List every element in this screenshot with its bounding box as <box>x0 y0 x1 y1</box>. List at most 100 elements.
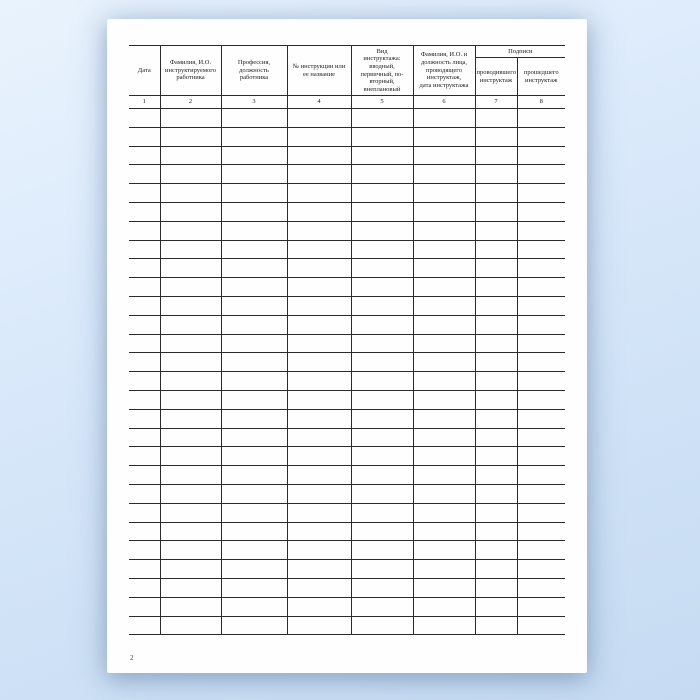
empty-cell <box>412 108 476 128</box>
empty-cell <box>159 408 222 429</box>
empty-cell <box>474 258 518 279</box>
empty-cell <box>220 389 288 410</box>
empty-cell <box>159 540 222 561</box>
empty-cell <box>159 352 222 373</box>
table-row <box>129 183 566 203</box>
empty-cell <box>286 126 352 147</box>
empty-cell <box>412 258 476 279</box>
empty-cell <box>516 577 566 598</box>
empty-cell <box>516 108 566 128</box>
empty-cell <box>129 352 161 373</box>
empty-cell <box>516 295 566 316</box>
empty-cell <box>350 164 414 185</box>
column-header-signature-instructor: проводившего инструктаж <box>475 57 518 96</box>
empty-cell <box>159 277 222 297</box>
table-row <box>129 465 566 485</box>
empty-cell <box>474 183 518 203</box>
empty-cell <box>220 465 288 485</box>
empty-cell <box>350 577 414 598</box>
empty-cell <box>474 126 518 147</box>
empty-cell <box>350 371 414 391</box>
empty-cell <box>220 258 288 279</box>
empty-cell <box>350 145 414 166</box>
empty-cell <box>220 145 288 166</box>
table-row <box>129 295 566 316</box>
empty-cell <box>220 277 288 297</box>
empty-cell <box>412 126 476 147</box>
empty-cell <box>129 577 161 598</box>
column-number: 2 <box>159 95 222 109</box>
empty-cell <box>516 183 566 203</box>
empty-cell <box>159 108 222 128</box>
column-header-worker-name: Фамилия, И.О. инструктируемого работника <box>159 45 222 96</box>
table-row <box>129 559 566 579</box>
empty-cell <box>129 145 161 166</box>
empty-cell <box>159 295 222 316</box>
empty-cell <box>159 446 222 467</box>
column-header-date: Дата <box>129 45 161 96</box>
empty-cell <box>159 126 222 147</box>
empty-cell <box>516 371 566 391</box>
empty-cell <box>516 615 566 636</box>
empty-cell <box>220 427 288 448</box>
empty-cell <box>159 427 222 448</box>
header-row-top: Дата Фамилия, И.О. инструктируемого рабо… <box>129 45 566 96</box>
page-number: 2 <box>130 654 134 662</box>
empty-cell <box>412 502 476 523</box>
table-row <box>129 239 566 260</box>
empty-cell <box>474 145 518 166</box>
empty-cell <box>474 333 518 354</box>
empty-cell <box>516 333 566 354</box>
empty-cell <box>474 559 518 579</box>
column-number-row: 1 2 3 4 5 6 7 8 <box>129 95 566 109</box>
empty-cell <box>129 108 161 128</box>
empty-cell <box>516 277 566 297</box>
empty-cell <box>474 521 518 542</box>
table-row <box>129 333 566 354</box>
empty-cell <box>412 314 476 335</box>
empty-cell <box>350 108 414 128</box>
empty-cell <box>286 277 352 297</box>
empty-cell <box>350 427 414 448</box>
table-row <box>129 352 566 373</box>
empty-cell <box>159 164 222 185</box>
empty-cell <box>350 126 414 147</box>
empty-cell <box>129 521 161 542</box>
empty-cell <box>412 201 476 222</box>
empty-cell <box>350 502 414 523</box>
empty-cell <box>220 108 288 128</box>
empty-cell <box>129 277 161 297</box>
empty-cell <box>129 540 161 561</box>
empty-cell <box>474 615 518 636</box>
empty-cell <box>220 502 288 523</box>
empty-cell <box>159 220 222 241</box>
empty-cell <box>220 408 288 429</box>
empty-cell <box>412 145 476 166</box>
empty-cell <box>516 352 566 373</box>
table-row <box>129 521 566 542</box>
empty-cell <box>129 183 161 203</box>
table-row <box>129 164 566 185</box>
empty-cell <box>474 164 518 185</box>
empty-cell <box>350 201 414 222</box>
table-row <box>129 427 566 448</box>
empty-cell <box>516 559 566 579</box>
empty-cell <box>129 314 161 335</box>
empty-cell <box>474 596 518 617</box>
empty-cell <box>474 465 518 485</box>
empty-cell <box>286 596 352 617</box>
empty-cell <box>350 239 414 260</box>
empty-cell <box>474 295 518 316</box>
table-row <box>129 201 566 222</box>
empty-cell <box>350 521 414 542</box>
empty-cell <box>412 483 476 504</box>
empty-cell <box>286 408 352 429</box>
table-row <box>129 577 566 598</box>
empty-cell <box>286 295 352 316</box>
table-row <box>129 446 566 467</box>
empty-cell <box>286 389 352 410</box>
empty-cell <box>286 483 352 504</box>
empty-cell <box>129 559 161 579</box>
empty-cell <box>129 427 161 448</box>
